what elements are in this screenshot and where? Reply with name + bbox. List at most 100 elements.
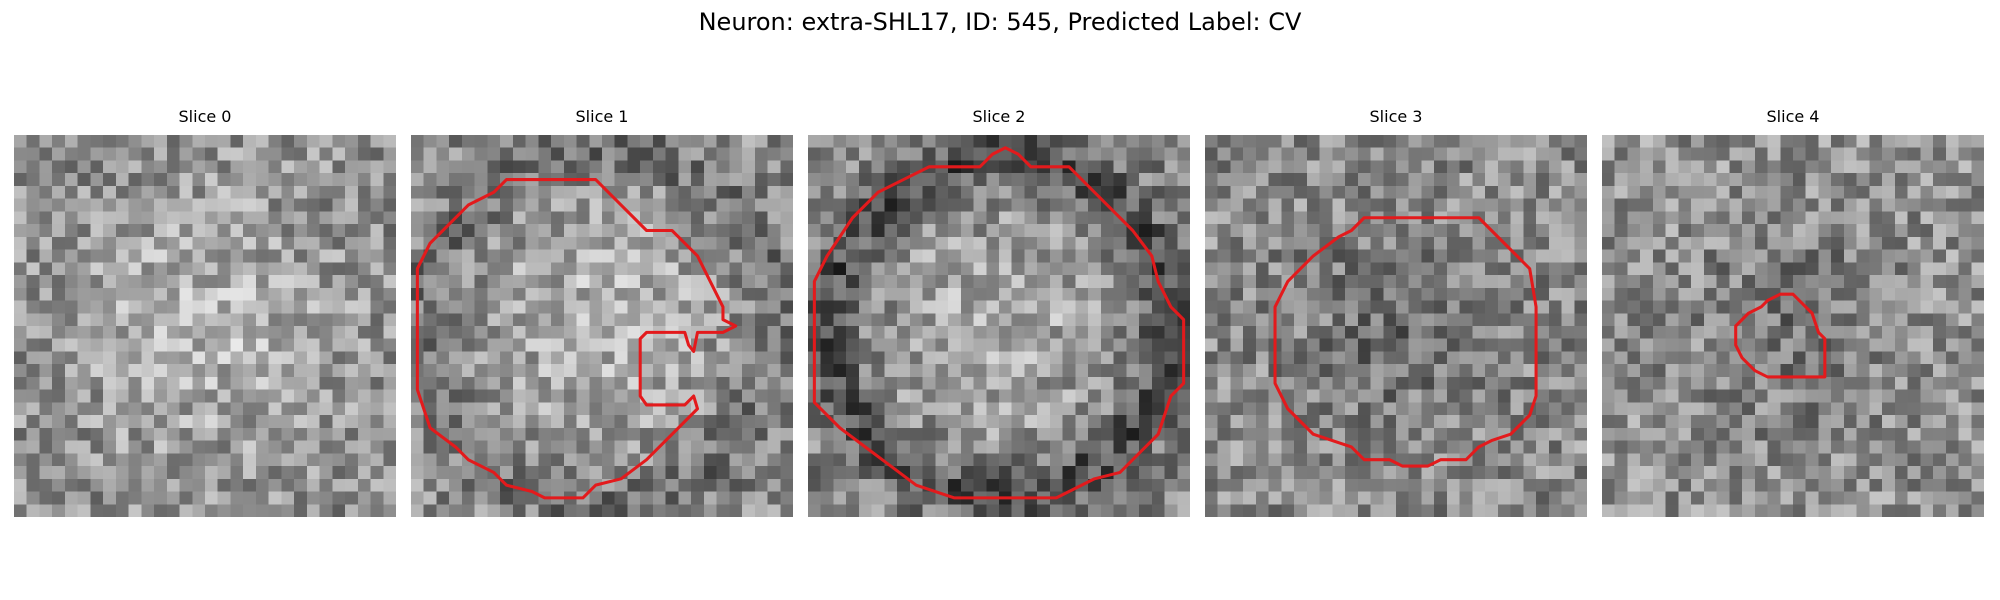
pixel-cell <box>780 262 793 276</box>
pixel-cell <box>1434 135 1448 148</box>
pixel-cell <box>897 364 911 378</box>
pixel-cell <box>1523 440 1537 454</box>
pixel-cell <box>1933 313 1947 327</box>
pixel-cell <box>1933 262 1947 276</box>
pixel-cell <box>1894 415 1908 429</box>
pixel-cell <box>1716 389 1730 403</box>
pixel-cell <box>1691 427 1705 441</box>
pixel-cell <box>90 300 104 314</box>
pixel-cell <box>627 338 641 352</box>
pixel-cell <box>935 453 949 467</box>
pixel-cell <box>1602 287 1615 301</box>
pixel-cell <box>1907 364 1921 378</box>
pixel-cell <box>1945 478 1959 492</box>
pixel-cell <box>294 287 308 301</box>
pixel-cell <box>370 185 384 199</box>
pixel-cell <box>678 160 692 174</box>
pixel-cell <box>678 440 692 454</box>
pixel-cell <box>332 224 346 238</box>
pixel-cell <box>538 236 552 250</box>
pixel-cell <box>1958 466 1972 480</box>
pixel-cell <box>1780 313 1794 327</box>
pixel-cell <box>1958 504 1972 517</box>
pixel-cell <box>319 287 333 301</box>
pixel-cell <box>846 249 860 263</box>
pixel-cell <box>1472 389 1486 403</box>
pixel-cell <box>205 185 218 199</box>
pixel-cell <box>614 504 628 517</box>
pixel-cell <box>1243 364 1257 378</box>
pixel-cell <box>627 262 641 276</box>
pixel-cell <box>1574 491 1587 505</box>
pixel-cell <box>230 453 244 467</box>
pixel-cell <box>729 287 743 301</box>
pixel-cell <box>665 351 679 365</box>
pixel-cell <box>179 147 193 161</box>
pixel-cell <box>1088 300 1102 314</box>
pixel-cell <box>1907 389 1921 403</box>
pixel-cell <box>449 275 463 289</box>
pixel-cell <box>986 402 1000 416</box>
pixel-cell <box>973 198 987 212</box>
pixel-cell <box>1434 198 1448 212</box>
pixel-cell <box>1805 326 1819 339</box>
pixel-cell <box>1882 504 1896 517</box>
pixel-cell <box>1678 466 1692 480</box>
pixel-cell <box>1024 224 1038 238</box>
pixel-cell <box>474 262 488 276</box>
pixel-cell <box>436 338 450 352</box>
pixel-cell <box>602 135 615 148</box>
pixel-cell <box>1281 351 1295 365</box>
pixel-cell <box>487 224 501 238</box>
pixel-cell <box>1485 275 1499 289</box>
pixel-cell <box>1742 338 1756 352</box>
pixel-cell <box>1268 173 1282 187</box>
pixel-cell <box>1408 185 1422 199</box>
pixel-cell <box>884 211 898 225</box>
pixel-cell <box>154 338 168 352</box>
pixel-cell <box>1754 427 1768 441</box>
pixel-cell <box>1485 491 1499 505</box>
pixel-cell <box>973 224 987 238</box>
pixel-cell <box>77 389 91 403</box>
pixel-cell <box>1497 249 1511 263</box>
pixel-cell <box>281 313 295 327</box>
pixel-cell <box>1024 262 1038 276</box>
pixel-cell <box>512 224 526 238</box>
pixel-cell <box>179 211 193 225</box>
pixel-cell <box>1716 173 1730 187</box>
pixel-cell <box>449 300 463 314</box>
pixel-cell <box>1370 427 1384 441</box>
pixel-cell <box>90 313 104 327</box>
pixel-cell <box>1780 504 1794 517</box>
pixel-cell <box>1665 173 1679 187</box>
pixel-cell <box>1472 275 1486 289</box>
pixel-cell <box>780 236 793 250</box>
pixel-cell <box>1217 185 1231 199</box>
pixel-cell <box>103 224 117 238</box>
pixel-cell <box>1345 173 1359 187</box>
pixel-cell <box>1268 415 1282 429</box>
pixel-cell <box>1652 338 1666 352</box>
pixel-cell <box>1716 224 1730 238</box>
pixel-cell <box>897 415 911 429</box>
pixel-cell <box>640 236 654 250</box>
pixel-cell <box>1971 364 1984 378</box>
pixel-cell <box>306 491 320 505</box>
pixel-cell <box>1113 376 1127 390</box>
pixel-cell <box>884 351 898 365</box>
pixel-cell <box>411 402 424 416</box>
pixel-cell <box>1446 224 1460 238</box>
pixel-cell <box>1062 415 1076 429</box>
pixel-cell <box>1561 466 1575 480</box>
pixel-cell <box>1255 236 1269 250</box>
pixel-cell <box>205 224 218 238</box>
pixel-cell <box>960 198 974 212</box>
pixel-cell <box>1164 376 1178 390</box>
pixel-cell <box>742 313 756 327</box>
pixel-cell <box>1856 491 1870 505</box>
pixel-cell <box>1678 275 1692 289</box>
pixel-cell <box>1678 478 1692 492</box>
pixel-cell <box>846 173 860 187</box>
pixel-cell <box>1319 402 1333 416</box>
